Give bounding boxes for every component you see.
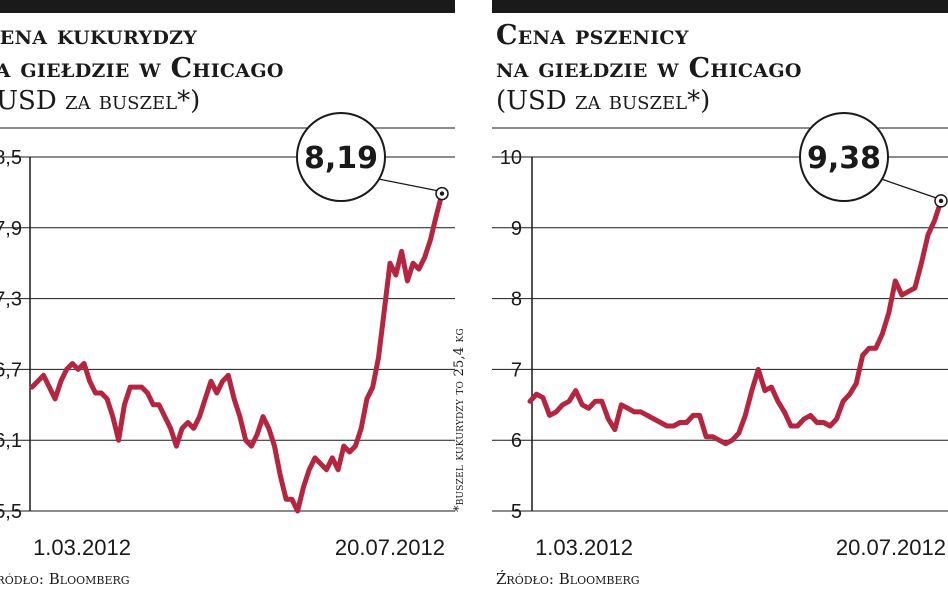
corn-end-marker-dot [439, 191, 445, 196]
corn-series-line [29, 191, 445, 514]
corn-title-line1: Cena kukurydzy [0, 20, 198, 51]
wheat-callout-bubble [799, 112, 889, 202]
wheat-series-line [527, 198, 944, 447]
wheat-unit-label: (USD za buszel*) [496, 86, 711, 116]
corn-y-tick-label: 6,1 [0, 430, 22, 452]
corn-unit-label: (USD za buszel*) [0, 86, 201, 116]
corn-callout-label: 8,19 [304, 141, 378, 176]
corn-top-bar [0, 0, 455, 13]
wheat-title-line1: Cena pszenicy [496, 20, 689, 51]
corn-y-tick-label: 7,9 [0, 218, 22, 240]
wheat-callout-label: 9,38 [807, 141, 881, 176]
corn-x-tick-label: 20.07.2012 [335, 535, 445, 560]
corn-callout-bubble [296, 112, 386, 202]
corn-title-line2: na giełdzie w Chicago [0, 53, 284, 84]
corn-y-tick-label: 8,5 [0, 147, 22, 169]
wheat-y-tick-label: 8 [511, 289, 522, 311]
wheat-y-tick-label: 5 [511, 501, 522, 523]
wheat-x-tick-label: 20.07.2012 [836, 535, 946, 560]
corn-source: Źródło: Bloomberg [0, 570, 130, 588]
wheat-y-tick-label: 6 [511, 430, 522, 452]
wheat-source: Źródło: Bloomberg [496, 570, 640, 588]
corn-y-tick-label: 6,7 [0, 359, 22, 381]
wheat-end-marker-dot [938, 198, 944, 204]
wheat-callout-connector [881, 178, 937, 199]
corn-x-tick-label: 1.03.2012 [33, 535, 131, 560]
corn-callout-connector [378, 178, 438, 192]
wheat-title-line2: na giełdzie w Chicago [496, 53, 802, 84]
corn-y-tick-label: 7,3 [0, 289, 22, 311]
wheat-y-tick-label: 9 [511, 218, 522, 240]
wheat-x-tick-label: 1.03.2012 [535, 535, 633, 560]
wheat-y-tick-label: 7 [511, 359, 522, 381]
wheat-top-bar [492, 0, 948, 13]
corn-y-tick-label: 5,5 [0, 501, 22, 523]
wheat-y-tick-label: 10 [500, 147, 522, 169]
